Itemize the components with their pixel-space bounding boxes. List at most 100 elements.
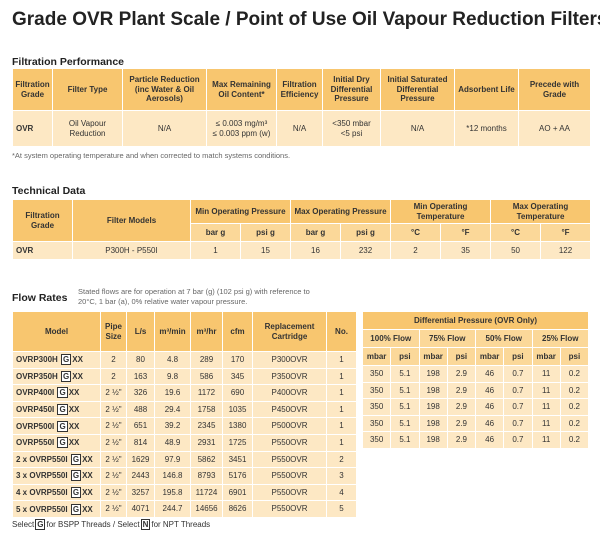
header-cell: °C [490,223,542,242]
table-cell: 2 ½" [100,467,127,485]
cell-text: OVRP500I [16,421,55,431]
cell-text: XX [82,454,93,464]
header-cell: psi [503,347,533,366]
section-heading: Technical Data [12,185,86,197]
table-cell: 2 ½" [100,417,127,435]
table-cell: 1 [326,384,357,402]
table-row: Model Pipe Size L/s m³/min m³/hr cfm Replaceme… [12,311,357,352]
table-cell: 11 [531,365,561,383]
table-cell: 9.8 [154,367,191,386]
table-cell: 1 [326,417,357,435]
table-cell: 0.2 [559,365,590,383]
cell-text: G [57,404,68,416]
pressure-table: Differential Pressure (OVR Only) 100% Flo… [361,311,590,449]
table-cell: 146.8 [154,467,191,485]
table-cell: OVRP550I G XX [12,433,101,452]
table-cell: P400OVR [252,384,327,402]
table-cell: ≤ 0.003 mg/m³ ≤ 0.003 ppm (w) [206,110,277,147]
table-cell: 2.9 [446,431,477,449]
table-cell: 5862 [190,450,223,469]
table-cell: 0.2 [559,414,590,433]
table-cell: 5.1 [390,365,420,383]
table-row: OVR P300H - P550I 1 15 16 232 2 35 50 122 [12,241,592,260]
table-cell: 4071 [126,500,155,518]
header-cell: Replacement Cartridge [252,311,327,352]
table-cell: 4 x OVRP550I G XX [12,483,101,502]
table-cell: 350 [361,398,392,416]
table-row: 350 5.1 198 2.9 46 0.7 11 0.2 [361,431,590,449]
header-cell: Differential Pressure (OVR Only) [361,311,590,330]
table-cell: 1380 [222,417,253,435]
table-cell: 170 [222,351,253,369]
header-cell: Max Operating Pressure [289,199,392,224]
table-cell: 289 [190,351,223,369]
table-cell: 3 [326,467,357,485]
table-cell: 2345 [190,417,223,435]
table-cell: 232 [339,241,392,260]
table-cell: 48.9 [154,433,191,452]
table-cell: 46 [474,398,505,416]
table-cell: P550OVR [252,450,327,469]
header-cell: Initial Saturated Differential Pressure [380,68,455,111]
table-row: OVRP400I G XX 2 ½" 326 19.6 1172 690 P400OVR 1 [12,384,357,402]
cell-text: XX [68,438,80,448]
header-cell: mbar [361,347,392,366]
header-cell: bar g [290,223,341,242]
cell-text: <350 mbar [332,119,371,128]
table-cell: P450OVR [252,400,327,419]
cell-text: Reduction [69,128,106,138]
table-cell: 163 [126,367,155,386]
section-heading: Flow Rates [12,292,68,304]
table-row: 350 5.1 198 2.9 46 0.7 11 0.2 [361,365,590,383]
table-cell: 198 [418,431,448,449]
table-cell: 3451 [222,450,253,469]
header-cell: Max Operating Temperature [490,199,592,224]
header-cell: Min Operating Pressure [190,199,291,224]
table-row: OVRP500I G XX 2 ½" 651 39.2 2345 1380 P500OVR 1 [12,417,357,435]
table-cell: 46 [474,431,505,449]
table-cell: 3257 [126,483,155,502]
header-cell: Filter Type [52,68,123,111]
table-cell: 0.7 [503,365,533,383]
flow-table: Model Pipe Size L/s m³/min m³/hr cfm Replaceme… [12,311,357,518]
header-cell: Min Operating Temperature [390,199,492,224]
cell-text: Oil Vapour [68,119,107,128]
table-row: OVRP550I G XX 2 ½" 814 48.9 2931 1725 P550OVR 1 [12,433,357,452]
table-cell: 5.1 [390,381,420,400]
cell-text: XX [72,371,83,381]
header-cell: Filtration Efficiency [276,68,323,111]
cell-text: XX [68,405,80,415]
header-cell: psi g [240,223,291,242]
table-cell: 2 [100,367,127,386]
table-cell: 1 [326,351,357,369]
table-cell: 1 [326,433,357,452]
thread-code: G [35,519,46,530]
table-cell: 5 [326,500,357,518]
table-cell: 11 [531,414,561,433]
table-cell: 2.9 [446,381,477,400]
table-cell: OVRP300H G XX [12,351,101,369]
table-cell: P300H - P550I [72,241,191,260]
header-cell: m³/min [154,311,191,352]
table-cell: 5176 [222,467,253,485]
cell-text: XX [82,471,93,481]
performance-table: Filtration Grade Filter Type Particle Redu… [12,68,591,147]
table-cell: 198 [418,398,448,416]
header-cell: psi [446,347,477,366]
table-row: 2 x OVRP550I G XX 2 ½" 1629 97.9 5862 3451 P550… [12,450,357,469]
table-cell: P500OVR [252,417,327,435]
table-cell: 2443 [126,467,155,485]
table-cell: P550OVR [252,433,327,452]
table-cell: 8793 [190,467,223,485]
table-row: OVRP350H G XX 2 163 9.8 586 345 P350OVR 1 [12,367,357,386]
table-cell: 11 [531,381,561,400]
table-row: 5 x OVRP550I G XX 2 ½" 4071 244.7 14656 8626 P5… [12,500,357,518]
header-cell: Adsorbent Life [454,68,519,111]
table-cell: 1725 [222,433,253,452]
table-cell: 2 ½" [100,450,127,469]
technical-table: Filtration Grade Filter Models Min Operati… [12,199,592,260]
table-cell: OVR [12,241,73,260]
header-cell: Filter Models [72,199,191,242]
table-row: Differential Pressure (OVR Only) [361,311,590,330]
cell-text: G [70,487,82,499]
